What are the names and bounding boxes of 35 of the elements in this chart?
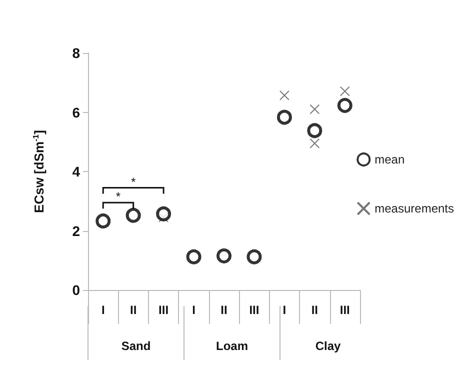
- point: [156, 206, 172, 222]
- x-tick-label: II: [130, 303, 137, 317]
- text: Clay: [315, 339, 341, 353]
- point: [340, 86, 350, 96]
- x-tick-label: III: [340, 303, 350, 317]
- legend-label: measurements: [374, 202, 454, 216]
- x-tick-label: III: [158, 303, 169, 317]
- x-tick-label: I: [101, 303, 105, 317]
- y-tick-label: 4: [72, 164, 80, 180]
- y-tick-label: 8: [72, 45, 80, 61]
- point: [96, 213, 111, 228]
- y-axis-title: ECsw [dSm-1]: [32, 130, 46, 213]
- point: [310, 104, 320, 114]
- x-tick-label: I: [282, 303, 286, 317]
- point: [337, 98, 352, 113]
- text: Sand: [121, 339, 151, 353]
- x-tick-label: II: [220, 303, 228, 317]
- annotation: *: [130, 174, 136, 189]
- point: [276, 110, 292, 125]
- legend-label: mean: [374, 152, 405, 166]
- text: Loam: [216, 339, 248, 353]
- y-tick-label: 0: [72, 282, 80, 298]
- point: [307, 123, 322, 138]
- annotation: *: [116, 190, 121, 204]
- y-tick-label: 6: [72, 104, 80, 120]
- point: [216, 248, 232, 264]
- x-tick-label: I: [192, 303, 196, 317]
- x-tick-label: III: [249, 303, 260, 317]
- x-tick-label: II: [311, 303, 318, 317]
- point: [246, 249, 262, 264]
- y-tick-label: 2: [72, 222, 80, 239]
- point: [186, 249, 202, 264]
- point: [310, 138, 320, 148]
- point: [126, 208, 141, 223]
- point: [279, 90, 290, 100]
